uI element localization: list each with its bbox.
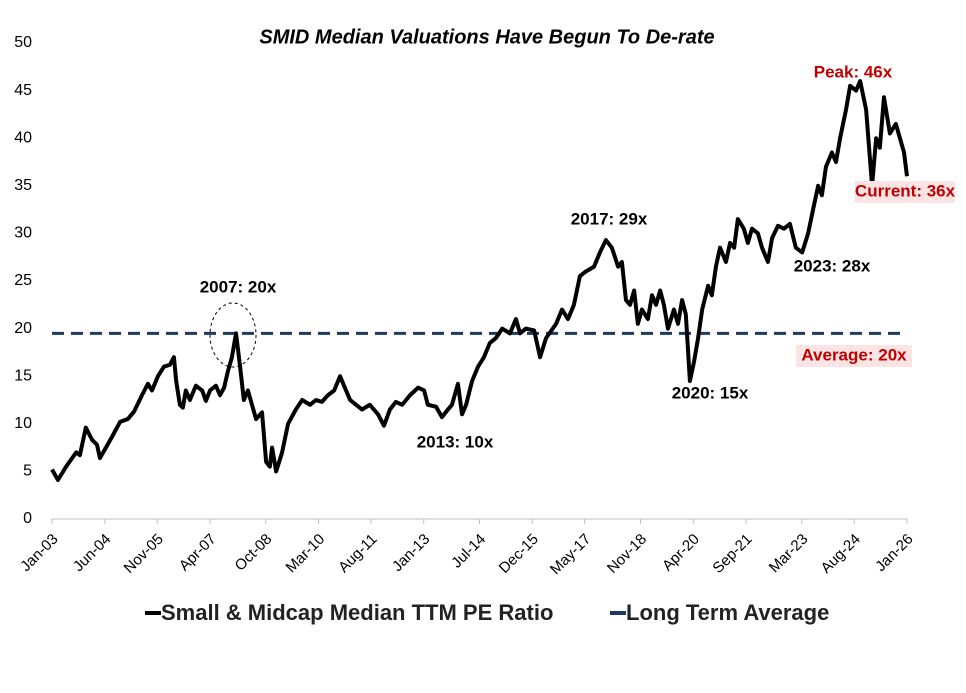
annotation: Current: 36x	[855, 181, 956, 200]
y-tick-label: 15	[14, 367, 32, 384]
chart-title: SMID Median Valuations Have Begun To De-…	[259, 26, 714, 48]
annotation: 2007: 20x	[200, 277, 277, 296]
y-tick-label: 20	[14, 320, 32, 337]
y-tick-label: 30	[14, 225, 32, 242]
line-series	[50, 79, 909, 482]
legend-label: Long Term Average	[626, 600, 829, 625]
y-tick-label: 10	[14, 415, 32, 432]
annotation-bg	[796, 345, 912, 367]
highlight-circle	[209, 302, 257, 368]
annotation: 2017: 29x	[571, 209, 648, 228]
y-tick-label: 50	[14, 34, 32, 51]
annotation: 2023: 28x	[794, 256, 871, 275]
y-tick-label: 40	[14, 129, 32, 146]
annotation: Average: 20x	[801, 345, 907, 364]
legend-label: Small & Midcap Median TTM PE Ratio	[161, 600, 553, 625]
annotation: 2020: 15x	[672, 383, 749, 402]
y-tick-label: 5	[23, 463, 32, 480]
y-tick-label: 0	[23, 510, 32, 527]
y-tick-label: 45	[14, 82, 32, 99]
y-tick-label: 35	[14, 177, 32, 194]
y-tick-label: 25	[14, 272, 32, 289]
annotation: 2013: 10x	[417, 432, 494, 451]
annotation-bg	[855, 181, 955, 203]
annotation: Peak: 46x	[814, 62, 893, 81]
